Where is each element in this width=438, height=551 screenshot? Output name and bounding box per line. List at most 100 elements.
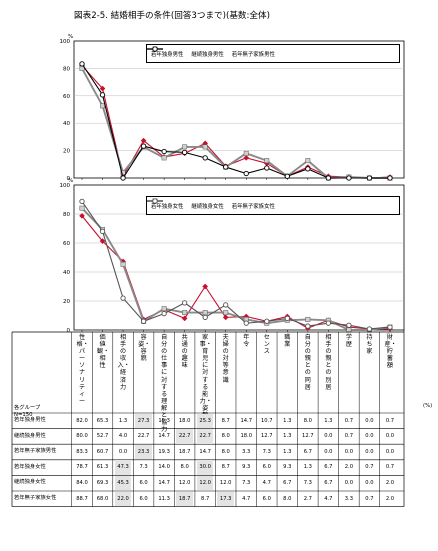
x-category-label: 相手の親との別居: [325, 334, 332, 391]
y-axis-unit: %: [68, 34, 73, 40]
table-cell: 2.0: [385, 495, 395, 502]
y-tick-label: 60: [63, 94, 70, 100]
data-point: [243, 170, 249, 177]
data-point: [223, 310, 229, 316]
table-cell: 61.3: [96, 464, 109, 471]
table-cell: 6.7: [324, 479, 333, 486]
data-point: [222, 314, 229, 321]
data-point: [284, 173, 290, 179]
series-3: [79, 198, 393, 332]
page-title: 図表2-5. 結婚相手の条件(回答3つまで)(基数:全体): [74, 11, 270, 21]
data-point: [387, 324, 393, 330]
table-cell: 7.3: [242, 479, 251, 486]
table-row-label: 若年独身女性: [14, 463, 46, 470]
table-cell: 2.0: [344, 464, 353, 471]
table-cell: 6.0: [262, 464, 271, 471]
x-category-label: 自分の親との同居: [304, 334, 311, 391]
table-cell: 7.3: [139, 464, 148, 471]
legend-label: 継続独身男性: [191, 51, 224, 58]
table-cell: 80.0: [76, 433, 88, 440]
table-cell: 12.7: [302, 433, 314, 440]
table-row-label: 若年無子家族男性: [14, 448, 57, 455]
table-cell: 14.7: [240, 417, 253, 424]
x-category-label: 夫婦の対等意識: [222, 334, 229, 384]
table-cell: 1.3: [324, 417, 333, 424]
y-tick-label: 40: [63, 270, 70, 276]
y-tick-label: 20: [63, 149, 70, 155]
data-point: [120, 170, 126, 175]
legend-label: 若年独身女性: [151, 203, 184, 210]
data-point: [99, 85, 106, 92]
table-cell: 0.0: [365, 417, 374, 424]
table-cell: 10.7: [260, 417, 273, 424]
legend-label: 若年無子家族男性: [231, 51, 275, 58]
legend-swatch: [147, 46, 163, 52]
legend-entry: 若年無子家族男性: [147, 46, 275, 58]
series-line: [81, 215, 390, 330]
y-tick-label: 100: [60, 183, 71, 189]
legend-bottom-chart: 若年独身女性 継続独身女性 若年無子家族女性: [146, 196, 400, 215]
data-point: [161, 155, 167, 161]
data-point: [161, 306, 167, 312]
data-point: [223, 302, 229, 308]
group-header-n: N=150: [14, 412, 33, 418]
table-cell: 2.7: [303, 495, 312, 502]
table-cell: 0.7: [385, 464, 395, 471]
table-cell: 6.0: [262, 495, 271, 502]
x-category-label: 容姿・容貌: [138, 334, 151, 363]
data-point: [366, 175, 373, 181]
table-cell: 8.0: [283, 495, 292, 502]
y-axis-unit: %: [68, 178, 73, 184]
table-unit: (%): [423, 403, 433, 409]
x-category-label: 自分の仕事に対する理解と協力: [161, 334, 168, 434]
table-cell: 1.3: [283, 448, 292, 455]
data-point: [202, 155, 208, 161]
table-cell: 9.3: [283, 464, 292, 471]
table-cell: 12.0: [196, 475, 214, 491]
data-point: [305, 166, 311, 172]
x-category-label: 相手の収入・経済力: [117, 334, 130, 391]
data-point: [264, 318, 270, 324]
table-cell: 0.7: [344, 433, 353, 440]
data-point: [161, 310, 167, 317]
legend-label: 継続独身女性: [191, 203, 224, 210]
table-cell: 3.3: [344, 495, 353, 502]
table-cell: 30.0: [196, 460, 214, 475]
series-line: [81, 63, 390, 179]
data-point: [305, 323, 311, 329]
group-header-title: 各グループ: [14, 405, 41, 411]
table-cell: 7.3: [262, 448, 271, 455]
data-point: [182, 144, 188, 150]
data-point: [325, 175, 332, 181]
table-cell: 18.7: [178, 448, 191, 455]
table-cell: 18.0: [240, 433, 253, 440]
x-category-label: 学歴: [345, 334, 352, 349]
table-cell: 88.7: [76, 495, 88, 502]
legend-label: 若年独身男性: [151, 51, 184, 58]
table-cell: 0.7: [365, 495, 374, 502]
x-category-label: 持ち家: [366, 334, 373, 356]
table-cell: 22.0: [114, 491, 132, 507]
table-cell: 6.7: [324, 464, 333, 471]
x-category-label: 職業: [284, 334, 291, 349]
table-cell: 65.3: [96, 417, 109, 424]
table-cell: 0.0: [365, 448, 374, 455]
data-point: [99, 238, 106, 244]
data-point: [264, 158, 270, 164]
table-cell: 6.0: [139, 495, 148, 502]
table-row-label: 若年独身男性: [14, 417, 46, 423]
table-cell: 0.0: [324, 433, 333, 440]
table-cell: 0.0: [365, 433, 374, 440]
table-cell: 22.7: [137, 433, 150, 440]
series-3: [79, 61, 393, 181]
y-tick-label: 80: [63, 66, 70, 72]
table-cell: 4.7: [242, 495, 251, 502]
table-cell: 8.0: [221, 433, 230, 440]
x-category-label: 価値観・相性: [97, 334, 110, 370]
data-point: [79, 213, 85, 219]
table-cell: 60.7: [96, 448, 109, 455]
data-point: [202, 283, 209, 290]
x-category-label: 家事・育児に対する能力・姿勢: [199, 334, 212, 419]
table-cell: 3.3: [242, 448, 251, 455]
legend-label: 若年無子家族女性: [231, 203, 275, 210]
